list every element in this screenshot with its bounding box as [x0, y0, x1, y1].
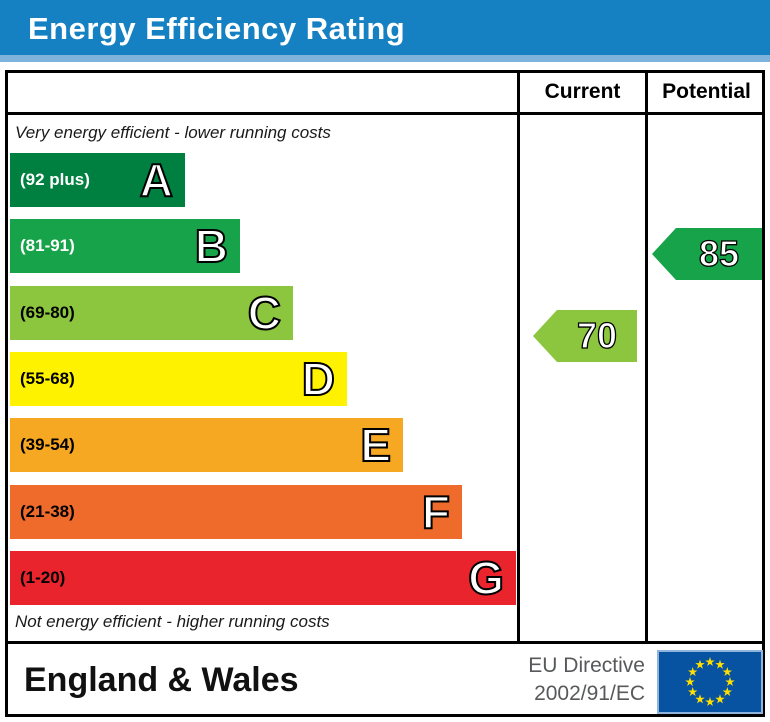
current-rating-arrow: 70: [533, 310, 637, 362]
band-range-label: (21-38): [20, 502, 75, 521]
eu-flag-icon: [657, 650, 763, 714]
band-letter: A: [139, 154, 174, 206]
rating-band-D: (55-68) D: [10, 352, 347, 406]
region-label: England & Wales: [24, 661, 299, 699]
eu-directive-line1: EU Directive: [528, 654, 645, 677]
potential-rating-value: 85: [698, 233, 740, 274]
column-header-potential: Potential: [662, 80, 751, 103]
band-letter: F: [421, 486, 451, 538]
rating-band-G: (1-20) G: [10, 551, 516, 605]
caption-very-efficient: Very energy efficient - lower running co…: [15, 123, 331, 142]
title-bar-accent: [0, 55, 770, 62]
band-range-label: (81-91): [20, 236, 75, 255]
band-letter: C: [247, 287, 282, 339]
footer-row-divider: [5, 641, 765, 644]
band-letter: E: [359, 419, 392, 471]
current-rating-value: 70: [576, 315, 618, 356]
column-header-current: Current: [544, 80, 621, 103]
band-letter: D: [301, 353, 336, 405]
rating-band-F: (21-38) F: [10, 485, 462, 539]
band-range-label: (92 plus): [20, 170, 90, 189]
band-letter: B: [194, 220, 229, 272]
eu-directive-line2: 2002/91/EC: [534, 682, 645, 705]
title-bar: Energy Efficiency Rating: [0, 0, 770, 55]
rating-band-A: (92 plus) A: [10, 153, 185, 207]
band-range-label: (55-68): [20, 369, 75, 388]
potential-rating-arrow: 85: [652, 228, 762, 280]
arrow-left-point-icon: [533, 310, 557, 362]
band-letter: G: [467, 552, 505, 604]
rating-band-B: (81-91) B: [10, 219, 240, 273]
page-title: Energy Efficiency Rating: [28, 11, 406, 46]
rating-band-E: (39-54) E: [10, 418, 403, 472]
eu-directive-label: EU Directive 2002/91/EC: [475, 652, 645, 708]
column-divider-current: [517, 73, 520, 641]
caption-not-efficient: Not energy efficient - higher running co…: [15, 612, 330, 631]
band-range-label: (69-80): [20, 303, 75, 322]
arrow-left-point-icon: [652, 228, 676, 280]
rating-band-C: (69-80) C: [10, 286, 293, 340]
column-divider-potential: [645, 73, 648, 641]
band-range-label: (39-54): [20, 435, 75, 454]
band-range-label: (1-20): [20, 568, 66, 587]
header-row-divider: [5, 112, 765, 115]
